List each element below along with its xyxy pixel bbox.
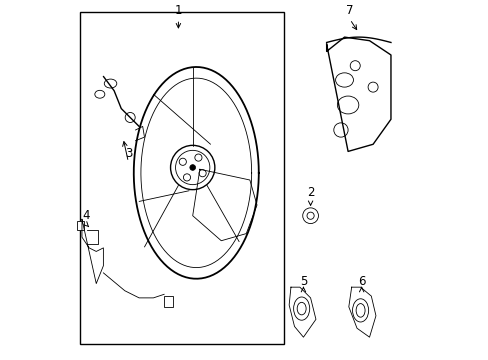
Circle shape	[189, 165, 195, 170]
Text: 3: 3	[124, 147, 132, 160]
Text: 1: 1	[174, 4, 182, 17]
Text: 2: 2	[306, 186, 314, 199]
Text: 4: 4	[82, 209, 90, 222]
FancyBboxPatch shape	[77, 221, 83, 230]
Text: 6: 6	[357, 275, 365, 288]
Text: 7: 7	[346, 4, 353, 17]
FancyBboxPatch shape	[80, 12, 283, 344]
FancyBboxPatch shape	[164, 296, 173, 307]
Text: 5: 5	[299, 275, 306, 288]
